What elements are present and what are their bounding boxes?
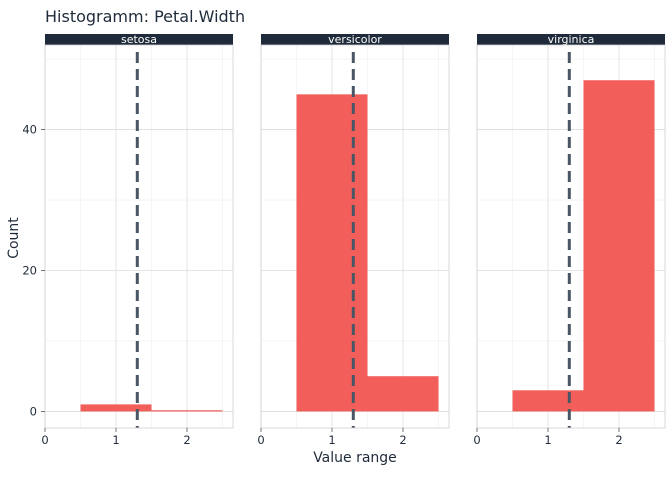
y-tick-label: 20 xyxy=(22,264,37,278)
x-tick-label: 2 xyxy=(615,433,622,447)
chart-title: Histogramm: Petal.Width xyxy=(45,7,245,26)
y-axis-ticks: 0 20 40 xyxy=(22,123,45,419)
histogram-bar xyxy=(81,404,152,411)
x-tick-label: 2 xyxy=(183,433,190,447)
facet-strip-label: versicolor xyxy=(328,33,382,46)
x-tick-label: 0 xyxy=(473,433,480,447)
x-tick-label: 1 xyxy=(544,433,551,447)
facet-strip-label: setosa xyxy=(121,33,157,46)
facet-panel-virginica: virginica 0 1 2 xyxy=(473,33,665,447)
histogram-bar xyxy=(152,410,223,411)
facet-panel-setosa: setosa 0 1 2 xyxy=(41,33,233,447)
x-tick-label: 1 xyxy=(328,433,335,447)
facet-strip-label: virginica xyxy=(548,33,595,46)
histogram-bar xyxy=(513,390,584,411)
histogram-bar xyxy=(368,376,439,411)
facet-panels: setosa 0 1 2 versicolor 0 1 2 virginica 0 1 2 xyxy=(41,33,665,447)
x-tick-label: 2 xyxy=(399,433,406,447)
x-tick-label: 0 xyxy=(41,433,48,447)
y-axis-title: Count xyxy=(6,217,22,259)
y-tick-label: 40 xyxy=(22,123,37,137)
histogram-bar xyxy=(297,94,368,411)
x-axis-title: Value range xyxy=(313,450,397,466)
panel-border xyxy=(45,45,233,428)
y-tick-label: 0 xyxy=(30,404,37,418)
x-tick-label: 1 xyxy=(112,433,119,447)
facet-panel-versicolor: versicolor 0 1 2 xyxy=(257,33,449,447)
x-tick-label: 0 xyxy=(257,433,264,447)
histogram-bar xyxy=(584,80,655,411)
